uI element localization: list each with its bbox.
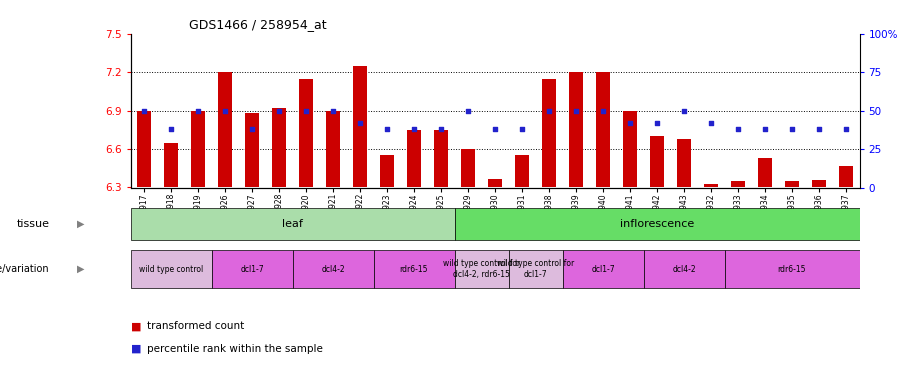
FancyBboxPatch shape (644, 250, 725, 288)
Text: tissue: tissue (16, 219, 50, 229)
Point (407, 126, 421, 132)
Point (839, 126, 853, 132)
Point (488, 126, 502, 132)
Bar (191, 111, 205, 188)
Bar (245, 113, 259, 188)
Point (515, 126, 529, 132)
Point (650, 120, 664, 126)
Bar (677, 139, 691, 188)
Text: rdr6-15: rdr6-15 (400, 265, 428, 274)
Text: ▶: ▶ (76, 219, 84, 229)
Text: leaf: leaf (282, 219, 303, 229)
Text: inflorescence: inflorescence (620, 219, 694, 229)
Point (137, 108, 151, 114)
Text: dcl1-7: dcl1-7 (240, 265, 264, 274)
Point (785, 126, 799, 132)
Text: dcl4-2: dcl4-2 (321, 265, 345, 274)
Point (164, 126, 178, 132)
Text: wild type control for
dcl1-7: wild type control for dcl1-7 (497, 260, 574, 279)
Bar (650, 136, 664, 188)
Point (191, 108, 205, 114)
Bar (623, 111, 637, 188)
Bar (812, 180, 826, 188)
Bar (434, 130, 448, 188)
Bar (488, 178, 502, 188)
Point (677, 108, 691, 114)
Point (380, 126, 394, 132)
Bar (326, 111, 340, 188)
Text: percentile rank within the sample: percentile rank within the sample (147, 344, 322, 354)
Bar (164, 142, 178, 188)
Bar (731, 181, 745, 188)
FancyBboxPatch shape (212, 250, 292, 288)
Bar (353, 66, 367, 188)
Bar (704, 184, 718, 188)
Text: ■: ■ (130, 344, 141, 354)
Point (434, 126, 448, 132)
Bar (272, 108, 286, 188)
FancyBboxPatch shape (374, 250, 454, 288)
FancyBboxPatch shape (292, 250, 374, 288)
Point (326, 108, 340, 114)
Text: GDS1466 / 258954_at: GDS1466 / 258954_at (189, 18, 327, 31)
Point (218, 108, 232, 114)
Bar (569, 72, 583, 188)
Point (596, 108, 610, 114)
Point (353, 120, 367, 126)
FancyBboxPatch shape (454, 250, 508, 288)
Bar (542, 79, 556, 188)
FancyBboxPatch shape (130, 250, 212, 288)
Point (245, 126, 259, 132)
Bar (515, 156, 529, 188)
Bar (461, 149, 475, 188)
Point (569, 108, 583, 114)
Bar (785, 181, 799, 188)
Text: genotype/variation: genotype/variation (0, 264, 50, 274)
Point (812, 126, 826, 132)
Text: transformed count: transformed count (147, 321, 244, 331)
Point (731, 126, 745, 132)
Bar (137, 111, 151, 188)
Bar (299, 79, 313, 188)
FancyBboxPatch shape (562, 250, 644, 288)
Text: ▶: ▶ (76, 264, 84, 274)
Point (461, 108, 475, 114)
Bar (758, 158, 772, 188)
Bar (839, 166, 853, 188)
FancyBboxPatch shape (130, 208, 454, 240)
Point (623, 120, 637, 126)
Text: rdr6-15: rdr6-15 (778, 265, 806, 274)
Text: ■: ■ (130, 321, 141, 331)
Bar (380, 156, 394, 188)
Text: wild type control: wild type control (139, 265, 203, 274)
Bar (407, 130, 421, 188)
Text: dcl4-2: dcl4-2 (672, 265, 696, 274)
Text: wild type control for
dcl4-2, rdr6-15: wild type control for dcl4-2, rdr6-15 (443, 260, 520, 279)
Point (542, 108, 556, 114)
FancyBboxPatch shape (724, 250, 859, 288)
Text: dcl1-7: dcl1-7 (591, 265, 615, 274)
Point (704, 120, 718, 126)
Point (758, 126, 772, 132)
FancyBboxPatch shape (454, 208, 860, 240)
Bar (218, 72, 232, 188)
Bar (596, 72, 610, 188)
Point (272, 108, 286, 114)
Point (299, 108, 313, 114)
FancyBboxPatch shape (508, 250, 562, 288)
